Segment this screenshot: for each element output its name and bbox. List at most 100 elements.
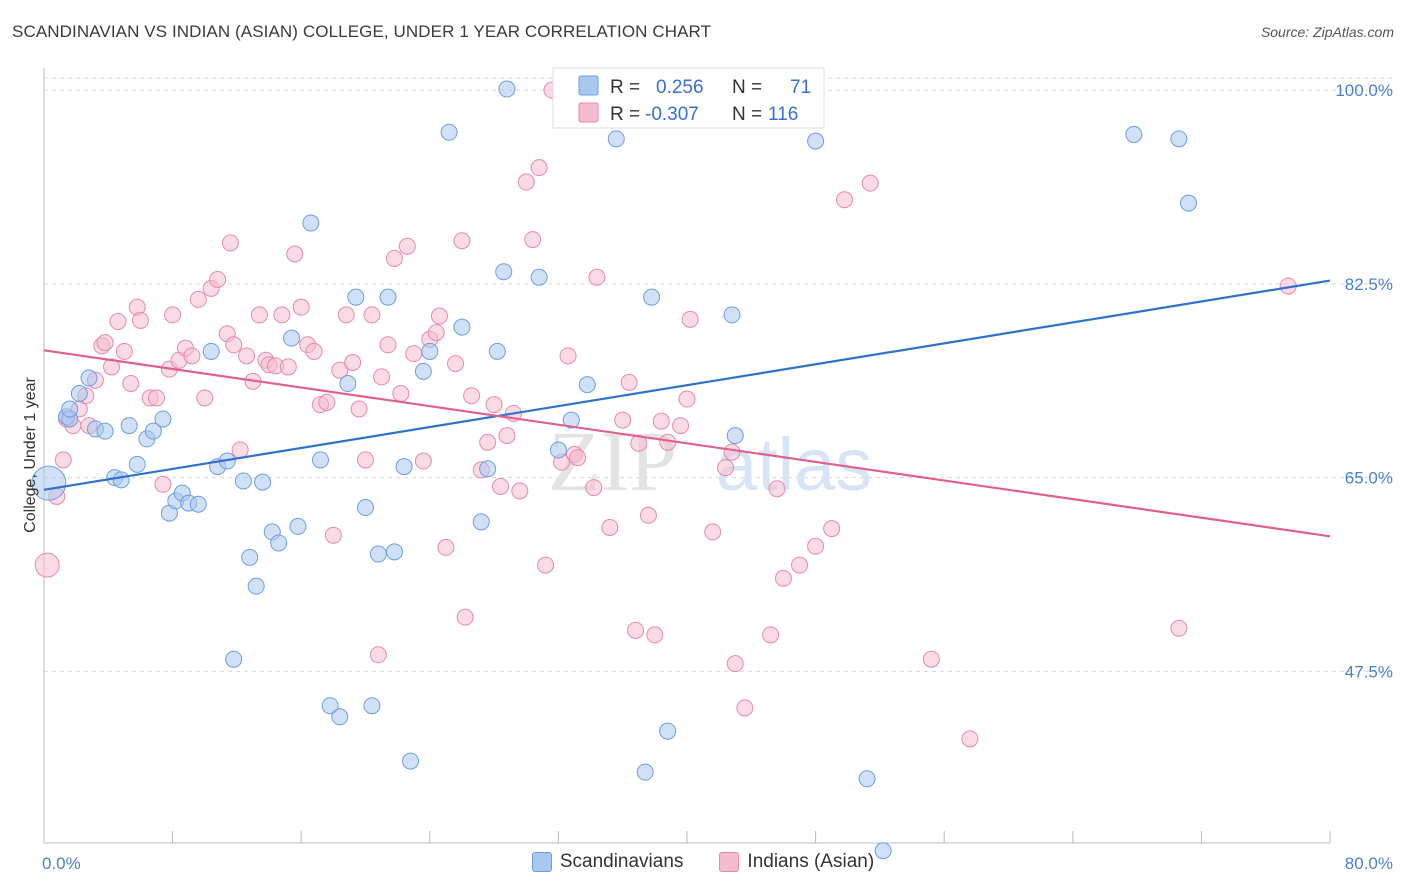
scandinavian-point (331, 708, 349, 726)
indian-point (646, 626, 664, 644)
scandinavian-point (495, 263, 513, 281)
scandinavian-point (112, 471, 130, 489)
indian-point (238, 347, 256, 365)
trend-line-scandinavians (43, 279, 1331, 491)
scandinavian-point (70, 385, 88, 402)
indian-point (639, 506, 657, 524)
indian-point (791, 556, 809, 574)
chart-title: SCANDINAVIAN VS INDIAN (ASIAN) COLLEGE, … (12, 22, 712, 41)
indian-point (189, 290, 207, 308)
indian-point (726, 655, 744, 673)
indian-point (414, 452, 432, 470)
indian-point (131, 311, 149, 329)
indian-point (405, 345, 423, 363)
scandinavian-point (643, 288, 661, 306)
indian-point (492, 478, 510, 495)
indian-point (807, 537, 825, 555)
y-tick-labels: 100.0% 82.5% 65.0% 47.5% (1335, 81, 1393, 681)
indian-point (681, 310, 699, 328)
indian-point (511, 482, 529, 500)
scandinavian-point (498, 80, 516, 98)
scandinavian-point (472, 513, 490, 531)
scandinavian-point (247, 577, 265, 595)
indian-point (463, 387, 481, 405)
indian-point (318, 393, 336, 411)
indian-point (273, 306, 291, 324)
indian-point (250, 306, 268, 324)
scandinavian-point (530, 268, 548, 286)
indian-point (768, 480, 786, 498)
indian-point (1170, 619, 1188, 637)
scandinavian-point (234, 472, 252, 490)
trend-line-indians (43, 349, 1331, 538)
scandinavian-point (874, 842, 892, 860)
indian-point (379, 336, 397, 354)
scandinavian-point (241, 548, 259, 566)
scandinavian-point (302, 214, 320, 232)
series-swatch-indians (719, 852, 740, 872)
scandinavian-point (421, 342, 439, 360)
indian-point (569, 449, 587, 467)
scandinavian-point (807, 132, 825, 150)
legend-r-label-1: R = (610, 77, 640, 98)
scandinavian-point (128, 455, 146, 473)
scandinavian-point (144, 422, 162, 440)
indian-point (601, 518, 619, 536)
indian-point (350, 400, 368, 418)
scandinavian-point (311, 451, 329, 469)
legend-r-value-1: 0.256 (656, 77, 704, 98)
series-label-scandinavians: Scandinavians (559, 851, 684, 872)
indian-point (286, 245, 304, 263)
scandinavian-point (202, 342, 220, 360)
indian-point (115, 342, 133, 360)
scandinavian-point (1170, 130, 1188, 148)
indian-point (498, 427, 516, 445)
indian-point (196, 389, 214, 407)
scandinavian-point (402, 752, 420, 770)
scandinavians-points (31, 79, 1198, 860)
indian-point (585, 479, 603, 497)
legend-n-label-2: N = (732, 104, 762, 125)
indian-point (398, 237, 416, 255)
indian-point (357, 451, 374, 469)
legend-n-value-1: 71 (790, 77, 811, 98)
indian-point (861, 174, 879, 192)
scandinavian-point (549, 441, 567, 459)
scandinavian-point (321, 697, 339, 715)
x-tick-label-right: 80.0% (1345, 854, 1393, 873)
scandinavian-point (80, 369, 98, 387)
indian-point (588, 268, 606, 286)
scandinavian-point (385, 543, 403, 561)
scandinavian-point (858, 770, 876, 788)
indian-point (723, 443, 741, 461)
indian-point (344, 354, 362, 371)
indian-point (672, 417, 690, 435)
indian-point (231, 441, 249, 459)
indian-point (453, 232, 471, 250)
indian-point (122, 375, 140, 393)
series-legend: Scandinavians Indians (Asian) (0, 851, 1406, 873)
legend-n-value-2: 116 (768, 104, 798, 125)
scandinavian-point (726, 427, 744, 445)
legend-swatch-scandinavians (578, 75, 599, 96)
scandinavian-point (440, 123, 458, 141)
indian-point (427, 324, 445, 342)
indian-point (324, 526, 342, 544)
legend-r-label-2: R = (610, 104, 640, 125)
scandinavian-point (453, 318, 471, 336)
indian-point (154, 475, 172, 493)
series-legend-scandinavians: Scandinavians (531, 851, 684, 873)
y-axis-label: College, Under 1 year (22, 377, 39, 533)
indian-point (54, 451, 72, 469)
scandinavian-point (357, 499, 374, 517)
indian-point (652, 412, 670, 430)
indian-point (559, 347, 577, 365)
indian-point (620, 373, 638, 391)
trend-lines (43, 279, 1331, 538)
scandinavian-point (578, 376, 596, 394)
indian-point (221, 234, 239, 252)
indian-point (385, 249, 403, 267)
indian-point (225, 336, 243, 354)
y-tick-label: 65.0% (1345, 469, 1393, 488)
indian-point (530, 159, 548, 177)
